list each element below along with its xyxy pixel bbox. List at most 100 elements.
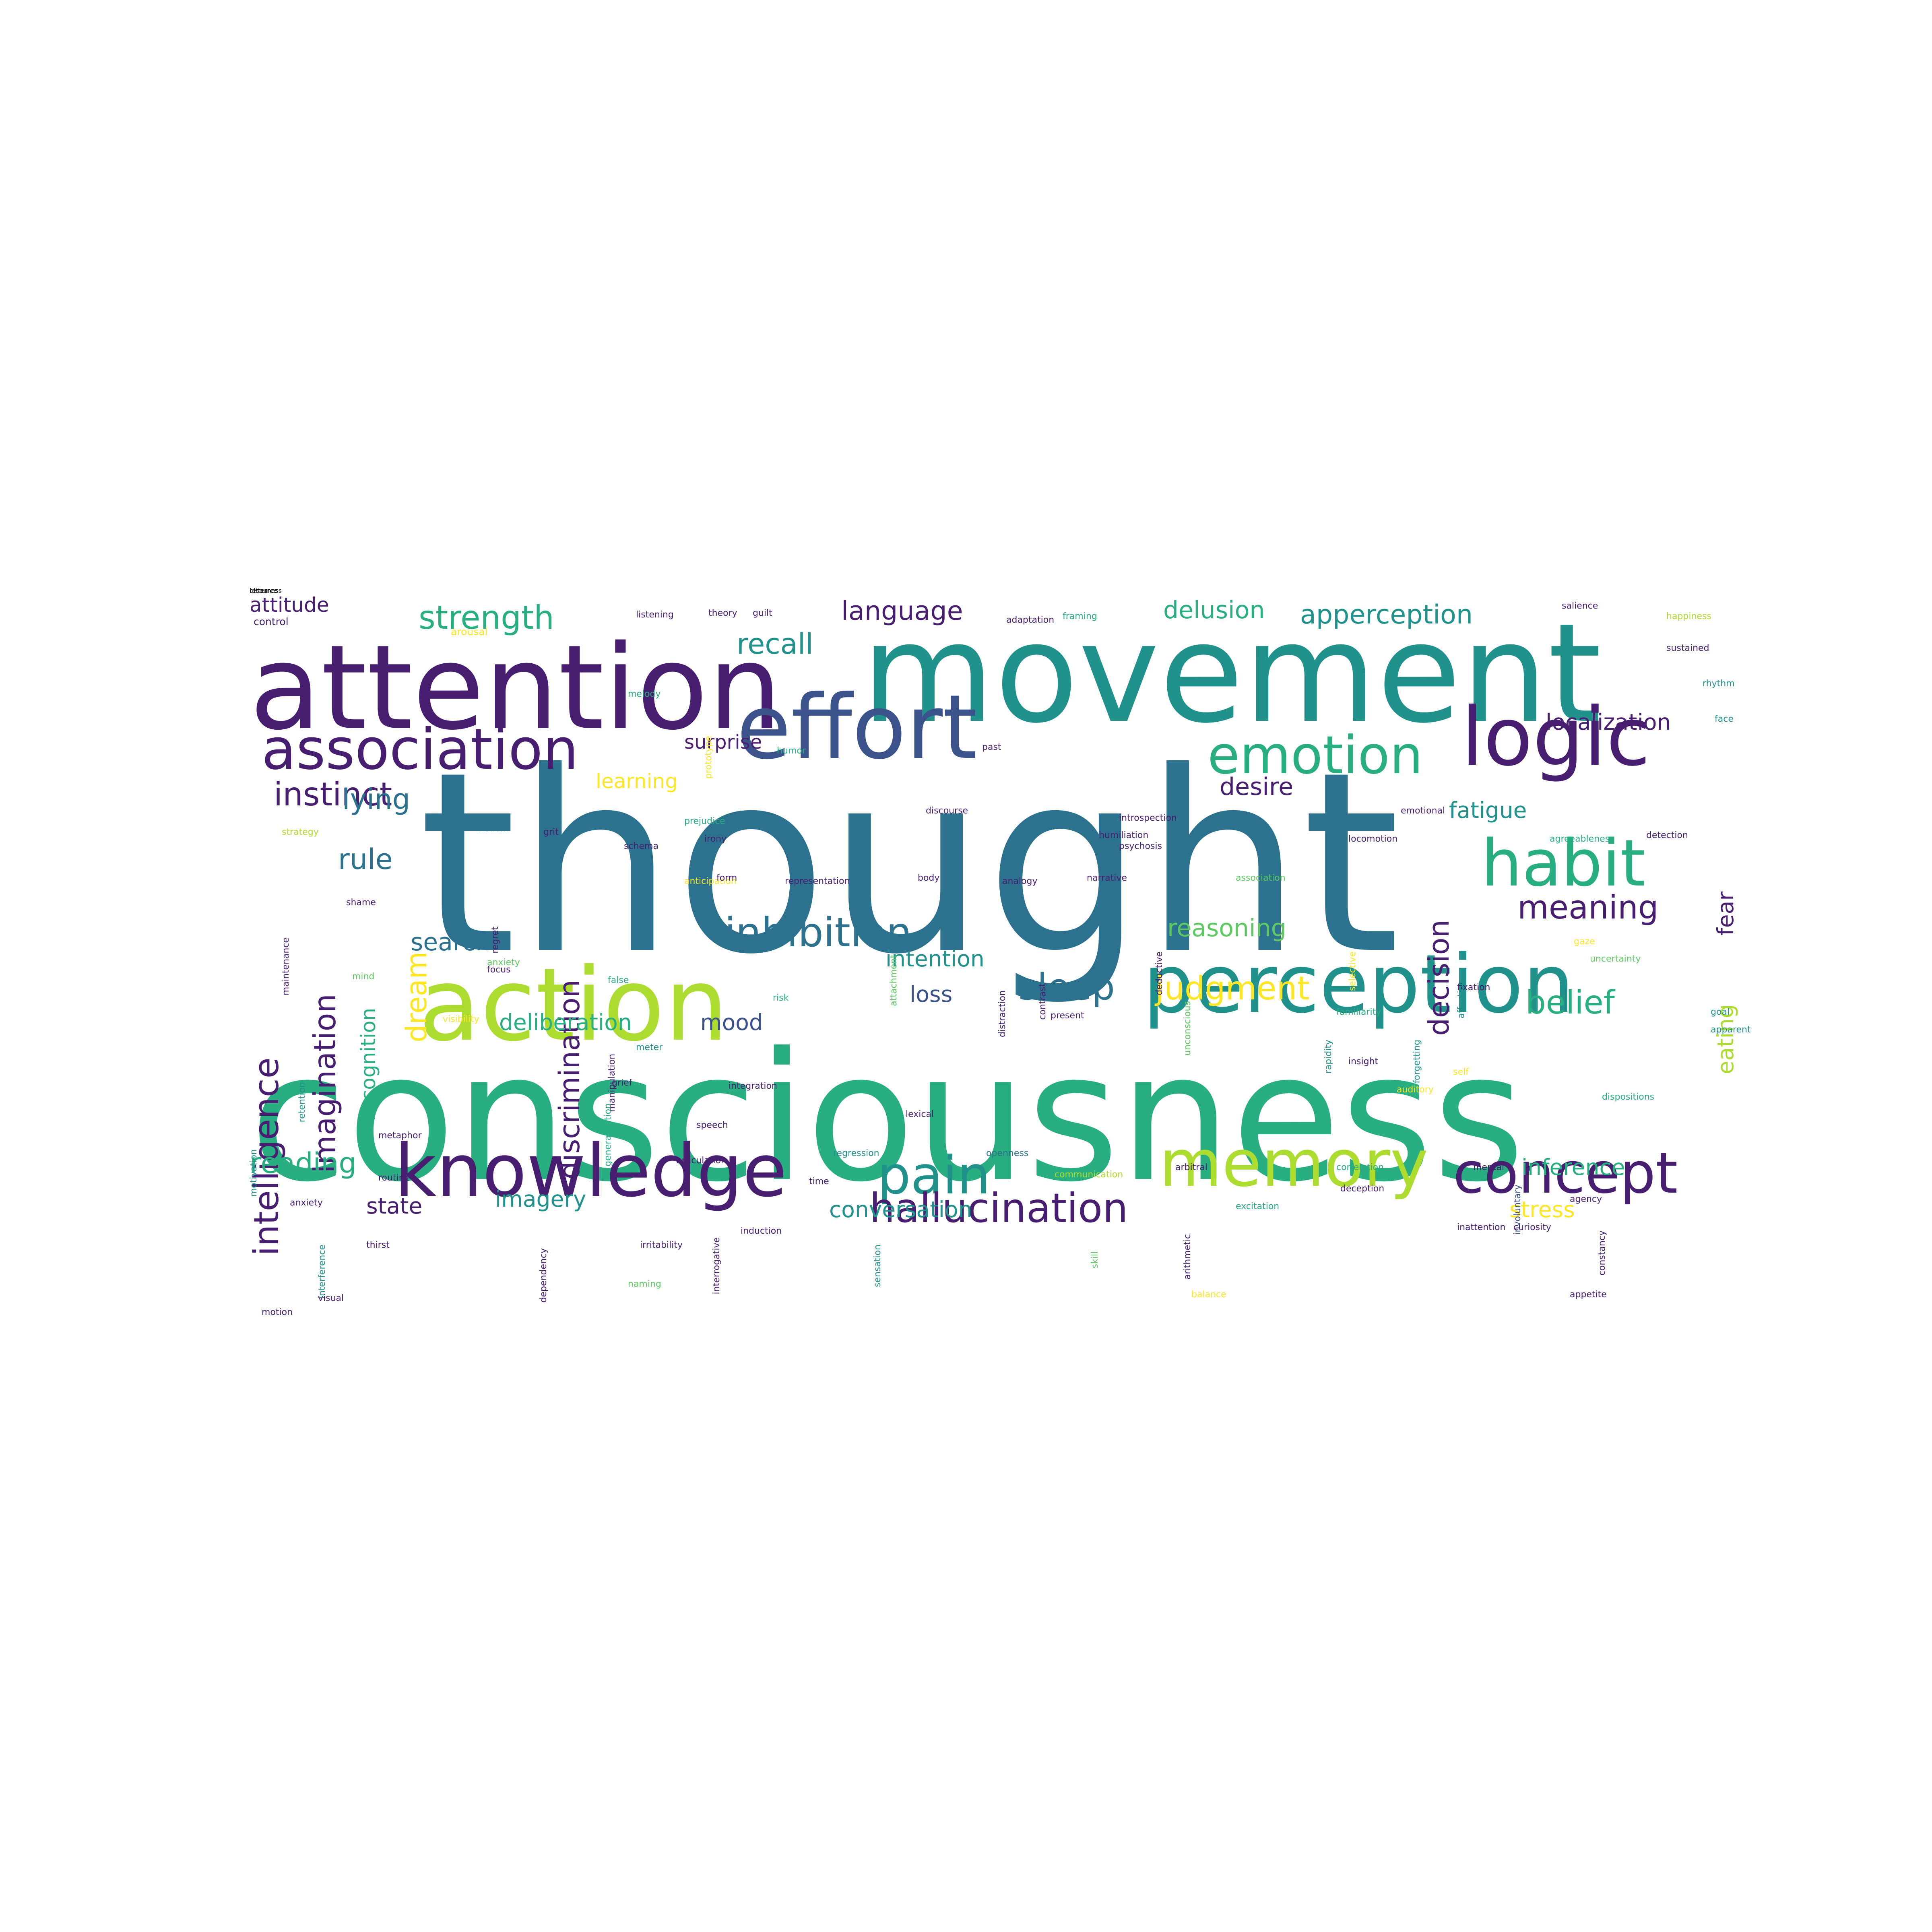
word: deception [1340,1183,1385,1194]
word: form [716,873,737,883]
word: prejudice [684,816,725,827]
word: risk [773,993,789,1003]
word: forgetting [1412,1040,1422,1084]
word: self [1453,1067,1469,1077]
word: agency [1570,1194,1602,1205]
word: speech [696,1120,728,1130]
word: regret [490,927,500,954]
word: sleep [1018,966,1115,1008]
word: imagination [307,993,343,1173]
word: sensation [873,1244,883,1287]
word: lying [342,783,411,816]
word: salience [1562,601,1598,611]
word: visual [318,1293,344,1303]
word: fatigue [1449,797,1527,824]
word: naming [628,1279,661,1289]
word: consciousness [250,1014,1525,1221]
word: intention [886,945,985,972]
word: articulation [676,1155,727,1166]
word: movement [861,594,1602,753]
word: happiness [1666,611,1711,622]
word: mind [352,972,375,982]
word: conversation [829,1196,972,1222]
word: logic [1461,690,1651,784]
word: selective [1348,951,1358,991]
word: face [1715,714,1734,724]
word: discourse [926,805,968,816]
word: contrast [1038,983,1048,1020]
word: thirst [366,1240,390,1251]
word: arbitral [1175,1162,1208,1173]
word: deductive [1154,951,1164,995]
word: uncertainty [1590,954,1641,964]
word: present [1051,1010,1084,1021]
word: recognition [357,1008,380,1121]
word: state [366,1193,423,1219]
word: emotion [1208,724,1423,786]
word: attention [250,620,782,756]
word: irony [704,834,727,844]
word: adaptation [1006,615,1055,625]
word: inattention [1457,1222,1506,1233]
word: routine [378,1173,410,1183]
word: decision [1422,919,1455,1036]
word: concept [1453,1141,1678,1207]
word: curiosity [1513,1222,1551,1233]
word: representation [785,876,850,887]
word: unconscious [1183,1001,1193,1056]
word: auditory [1397,1085,1434,1095]
word: strength [419,599,554,637]
word: melody [628,689,661,700]
word: time [809,1177,829,1187]
word: reasoning [1167,914,1286,942]
word: locomotion [1348,834,1398,844]
word: wisdom [475,823,509,834]
word: analogy [1002,876,1038,887]
word: sustained [1666,643,1709,654]
word: goal [1711,1007,1730,1018]
word: meter [636,1042,663,1053]
word: schema [624,841,658,851]
word: retention [297,1082,307,1123]
word: prototype [704,736,714,779]
word: lexical [906,1109,934,1120]
word: recall [737,627,813,661]
word: rule [338,843,393,876]
word: motion [262,1307,293,1317]
word: motivation [249,1149,259,1197]
word: deliberation [499,1009,632,1035]
word: inhibition [724,909,912,956]
word: agreeableness [1550,834,1614,844]
word: localization [1546,709,1671,735]
word: psychosis [1119,841,1162,851]
word: apparent [1711,1024,1751,1035]
word: false [608,975,629,986]
word: habit [1481,826,1646,901]
word-cloud: thought consciousness movement attention… [247,587,1751,1336]
word: fixation [1457,982,1490,993]
word: affection [1456,979,1466,1019]
word: listening [636,610,674,620]
word: metaphor [378,1131,422,1141]
word: perception [1143,937,1574,1032]
word: reading [250,1147,357,1180]
word: hallucination [869,1184,1128,1232]
word: anxiety [290,1197,323,1208]
word: correlation [1336,1162,1384,1173]
word: attachment [889,955,899,1007]
word: familiarity [1336,1007,1381,1018]
word: inference [1521,1154,1625,1180]
word: instinct [274,775,392,813]
word: dispositions [1602,1092,1655,1102]
word: appetite [1570,1289,1607,1300]
word: mood [700,1009,763,1035]
word: association [262,717,579,783]
word: thought [419,719,1400,1009]
word: apperception [1300,600,1473,630]
word: resource [250,587,278,594]
word: strategy [282,827,319,837]
word: judgment [1155,970,1310,1007]
word: humiliation [1099,830,1149,841]
word: search [411,928,491,957]
word: rhythm [1703,679,1735,689]
